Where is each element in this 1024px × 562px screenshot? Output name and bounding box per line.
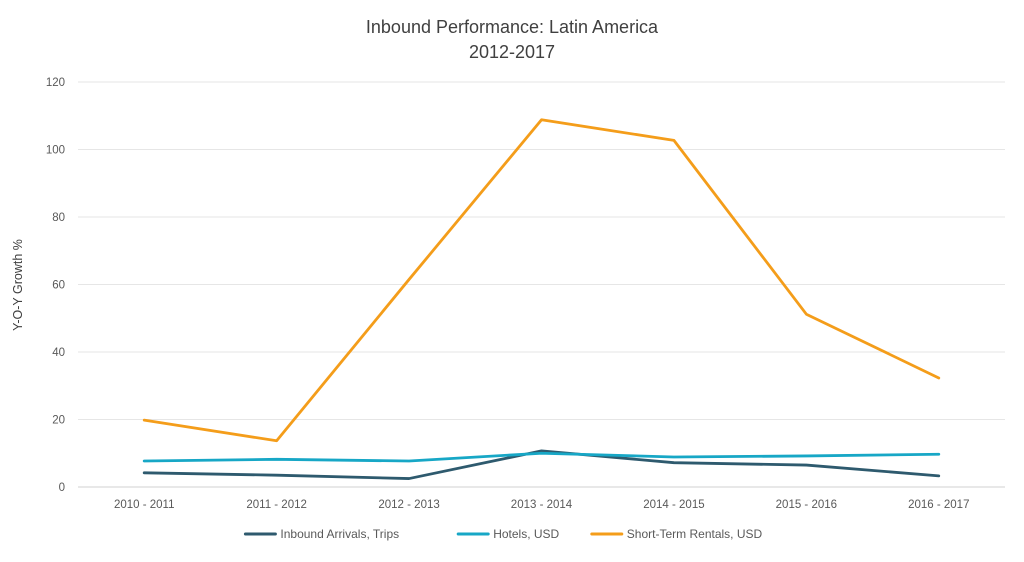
x-tick-label: 2015 - 2016	[776, 499, 837, 511]
legend-label: Inbound Arrivals, Trips	[280, 527, 399, 541]
legend: Inbound Arrivals, Trips Hotels, USD Short-…	[243, 527, 763, 541]
x-axis-ticks: 2010 - 2011 2011 - 2012 2012 - 2013 2013 - …	[114, 499, 970, 511]
legend-item-1: Inbound Arrivals, Trips	[243, 527, 399, 541]
x-tick-label: 2010 - 2011	[114, 499, 175, 511]
legend-item-3: Short-Term Rentals, USD	[590, 527, 763, 541]
x-tick-label: 2016 - 2017	[908, 499, 969, 511]
x-tick-label: 2013 - 2014	[511, 499, 573, 511]
y-axis-label: Y-O-Y Growth %	[11, 239, 25, 331]
y-axis-ticks: 0 20 40 60 80 100 120	[46, 77, 65, 494]
series-lines	[142, 118, 941, 480]
legend-label: Hotels, USD	[493, 527, 559, 541]
x-tick-label: 2012 - 2013	[378, 499, 439, 511]
series-line-2	[142, 451, 941, 463]
x-tick-label: 2011 - 2012	[246, 499, 307, 511]
chart-title: Inbound Performance: Latin America	[366, 17, 659, 37]
gridlines	[78, 81, 1005, 488]
y-tick-label: 0	[59, 482, 65, 494]
legend-label: Short-Term Rentals, USD	[627, 527, 763, 541]
y-tick-label: 20	[52, 415, 65, 427]
legend-item-2: Hotels, USD	[456, 527, 560, 541]
y-tick-label: 120	[46, 77, 65, 89]
series-line-1	[142, 449, 941, 480]
x-tick-label: 2014 - 2015	[643, 499, 704, 511]
series-line-3	[142, 118, 941, 443]
y-tick-label: 100	[46, 145, 65, 157]
y-tick-label: 40	[52, 347, 65, 359]
y-tick-label: 60	[52, 280, 65, 292]
chart-subtitle: 2012-2017	[469, 42, 555, 62]
y-tick-label: 80	[52, 212, 65, 224]
